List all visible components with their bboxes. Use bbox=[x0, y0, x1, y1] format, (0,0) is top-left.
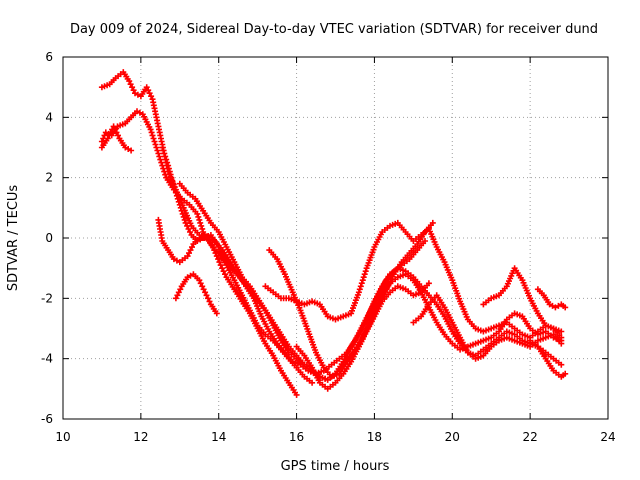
series-track-10 bbox=[293, 271, 565, 392]
x-tick-label: 14 bbox=[211, 430, 226, 444]
series-track-14 bbox=[527, 337, 569, 380]
series-track-8 bbox=[262, 219, 565, 341]
x-axis-label: GPS time / hours bbox=[281, 459, 390, 474]
y-tick-label: 2 bbox=[45, 171, 53, 185]
series-track-6 bbox=[172, 271, 220, 317]
series-markers bbox=[480, 265, 565, 341]
y-tick-label: 4 bbox=[45, 110, 53, 124]
x-tick-label: 24 bbox=[600, 430, 615, 444]
series-markers bbox=[172, 271, 220, 317]
series-markers bbox=[534, 286, 569, 311]
series-markers bbox=[98, 123, 135, 154]
x-tick-label: 22 bbox=[523, 430, 538, 444]
x-tick-label: 10 bbox=[55, 430, 70, 444]
series-markers bbox=[410, 292, 565, 362]
x-tick-label: 12 bbox=[133, 430, 148, 444]
y-tick-label: 0 bbox=[45, 231, 53, 245]
x-tick-label: 16 bbox=[289, 430, 304, 444]
x-tick-label: 18 bbox=[367, 430, 382, 444]
series-markers bbox=[262, 219, 565, 341]
x-tick-label: 20 bbox=[445, 430, 460, 444]
series-markers bbox=[293, 271, 565, 392]
y-tick-label: -4 bbox=[41, 352, 53, 366]
series-track-11 bbox=[410, 292, 565, 362]
y-tick-label: -2 bbox=[41, 291, 53, 305]
y-tick-label: -6 bbox=[41, 412, 53, 426]
series-track-12 bbox=[480, 265, 565, 341]
series-track-3 bbox=[98, 123, 135, 154]
y-axis-label: SDTVAR / TECUs bbox=[6, 185, 21, 292]
chart-title: Day 009 of 2024, Sidereal Day-to-day VTE… bbox=[70, 22, 598, 37]
grid bbox=[63, 57, 608, 419]
data-series bbox=[98, 69, 569, 398]
y-tick-label: 6 bbox=[45, 50, 53, 64]
series-track-13 bbox=[534, 286, 569, 311]
series-markers bbox=[527, 337, 569, 380]
